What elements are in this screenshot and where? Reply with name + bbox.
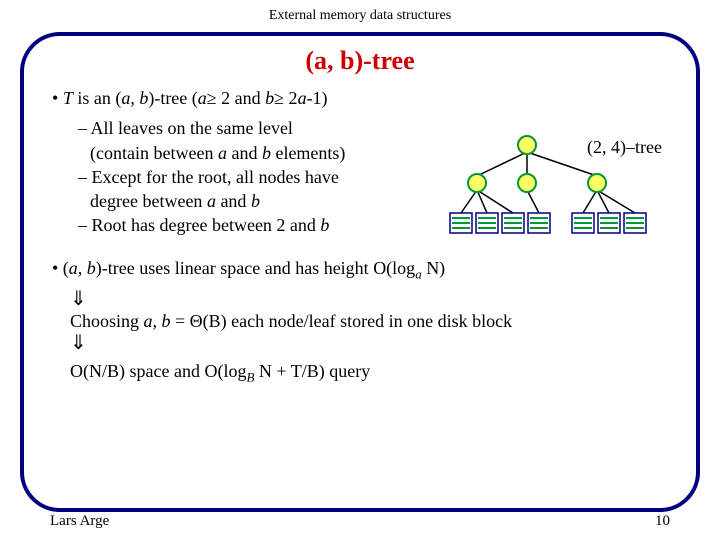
txt: ≥ 2 and — [207, 88, 265, 108]
tree-label: (2, 4)–tree — [587, 137, 662, 158]
txt: space and — [125, 361, 204, 381]
txt: a — [198, 88, 207, 108]
txt: • ( — [52, 258, 69, 278]
line-choosing: Choosing a, b = Θ(B) each node/leaf stor… — [70, 309, 668, 333]
bullet-dot: • — [52, 88, 63, 108]
txt: and — [216, 191, 251, 211]
txt: a — [207, 191, 216, 211]
txt: b — [320, 215, 329, 235]
txt: O(log — [373, 258, 415, 278]
footer-page: 10 — [655, 513, 670, 530]
txt: O(N/B) — [70, 361, 125, 381]
txt: )-tree uses linear space and has height — [96, 258, 373, 278]
txt: Choosing — [70, 311, 144, 331]
footer-author: Lars Arge — [50, 513, 109, 530]
line-complexity: O(N/B) space and O(logB N + T/B) query — [70, 359, 668, 386]
txt: a, b — [144, 311, 171, 331]
txt: T — [63, 88, 73, 108]
arrow-2: ⇓ — [70, 333, 668, 353]
txt: O(log — [204, 361, 246, 381]
txt: a, b — [121, 88, 148, 108]
txt: and — [227, 143, 262, 163]
txt: a, b — [69, 258, 96, 278]
txt: a — [298, 88, 307, 108]
tree-diagram: (2, 4)–tree — [432, 131, 662, 246]
txt: elements) — [271, 143, 345, 163]
txt: N) — [422, 258, 446, 278]
txt: ≥ 2 — [274, 88, 297, 108]
txt: )-tree ( — [148, 88, 197, 108]
bullet-1: • T is an (a, b)-tree (a≥ 2 and b≥ 2a-1) — [52, 86, 668, 110]
slide-title: (a, b)-tree — [52, 46, 668, 76]
txt: is an ( — [73, 88, 122, 108]
arrow-1: ⇓ — [70, 289, 668, 309]
txt: a — [218, 143, 227, 163]
txt: b — [251, 191, 260, 211]
txt: degree between — [90, 191, 207, 211]
slide-header: External memory data structures — [0, 0, 720, 24]
txt: – Root has degree between 2 and — [78, 215, 320, 235]
bullet-2: • (a, b)-tree uses linear space and has … — [52, 256, 668, 283]
txt: = Θ(B) each node/leaf stored in one disk… — [171, 311, 513, 331]
txt: b — [262, 143, 271, 163]
txt: b — [265, 88, 274, 108]
slide-frame: (a, b)-tree • T is an (a, b)-tree (a≥ 2 … — [20, 32, 700, 512]
txt: (contain between — [90, 143, 218, 163]
txt: N + T/B) — [254, 361, 324, 381]
txt: query — [325, 361, 370, 381]
txt: -1) — [307, 88, 328, 108]
